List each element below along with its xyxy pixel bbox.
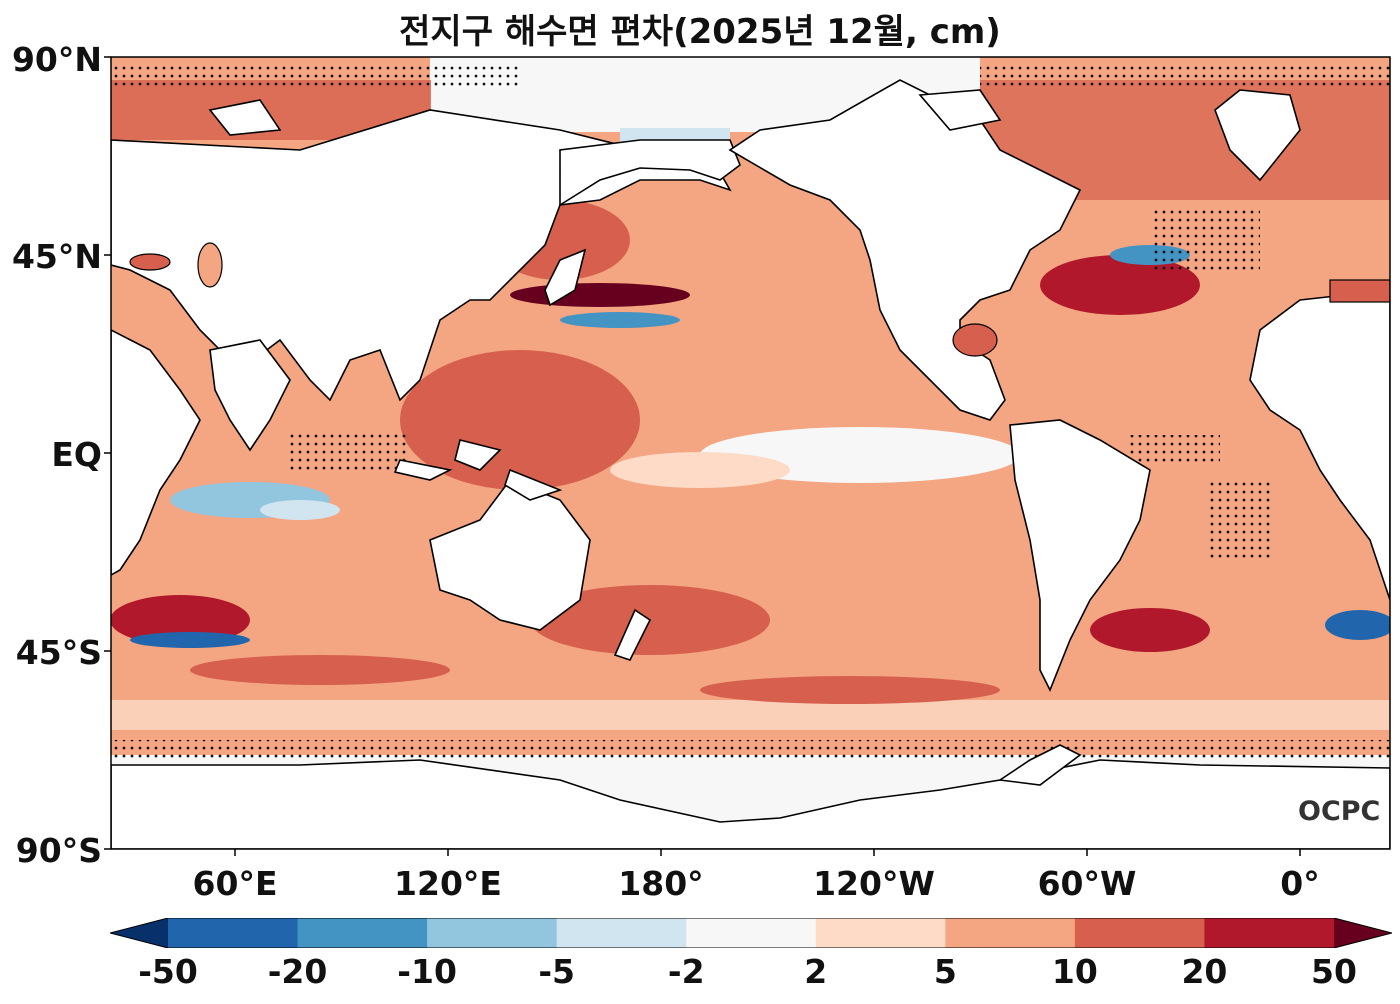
lon-label-0: 0° bbox=[1280, 864, 1320, 903]
colorbar-segment bbox=[1204, 918, 1335, 948]
colorbar-tick-label: -50 bbox=[138, 952, 198, 991]
colorbar-tick-label: 2 bbox=[804, 952, 828, 991]
southern-pale-band bbox=[111, 700, 1390, 730]
colorbar-tick-label: 10 bbox=[1051, 952, 1098, 991]
colorbar bbox=[110, 918, 1392, 948]
colorbar-tick-label: 20 bbox=[1181, 952, 1228, 991]
colorbar-segment bbox=[945, 918, 1076, 948]
colorbar-segment bbox=[297, 918, 428, 948]
colorbar-segment bbox=[686, 918, 817, 948]
lon-label-60w: 60°W bbox=[1037, 864, 1137, 903]
map-title: 전지구 해수면 편차(2025년 12월, cm) bbox=[399, 12, 1001, 52]
lon-label-120e: 120°E bbox=[394, 864, 502, 903]
colorbar-tick-label: 5 bbox=[933, 952, 957, 991]
lat-label-45n: 45°N bbox=[11, 237, 102, 276]
colorbar-segment bbox=[168, 918, 299, 948]
lon-label-180: 180° bbox=[618, 864, 704, 903]
south-america bbox=[1009, 419, 1151, 692]
colorbar-extend-low bbox=[110, 918, 168, 948]
africa bbox=[1249, 289, 1390, 601]
lat-label-45s: 45°S bbox=[15, 633, 102, 672]
ocpc-logo: OCPC bbox=[1298, 796, 1381, 827]
colorbar-segment bbox=[815, 918, 946, 948]
colorbar-tick-label: 50 bbox=[1311, 952, 1357, 991]
colorbar-segment bbox=[1074, 918, 1205, 948]
colorbar-tick-label: -20 bbox=[267, 952, 328, 991]
lat-label-90n: 90°N bbox=[11, 40, 102, 79]
lon-label-120w: 120°W bbox=[813, 864, 935, 903]
colorbar-tick-label: -2 bbox=[667, 952, 705, 991]
land-masses bbox=[111, 79, 1390, 849]
lon-label-60e: 60°E bbox=[192, 864, 278, 903]
colorbar-segment bbox=[556, 918, 687, 948]
australia bbox=[429, 479, 591, 631]
antarctica bbox=[111, 759, 1390, 849]
colorbar-tick-label: -10 bbox=[397, 952, 457, 991]
significance-stipple bbox=[111, 64, 521, 86]
lat-label-eq: EQ bbox=[51, 435, 102, 474]
lat-label-90s: 90°S bbox=[15, 831, 102, 870]
colorbar-tick-label: -5 bbox=[538, 952, 575, 991]
colorbar-extend-high bbox=[1334, 918, 1392, 948]
colorbar-segment bbox=[427, 918, 558, 948]
